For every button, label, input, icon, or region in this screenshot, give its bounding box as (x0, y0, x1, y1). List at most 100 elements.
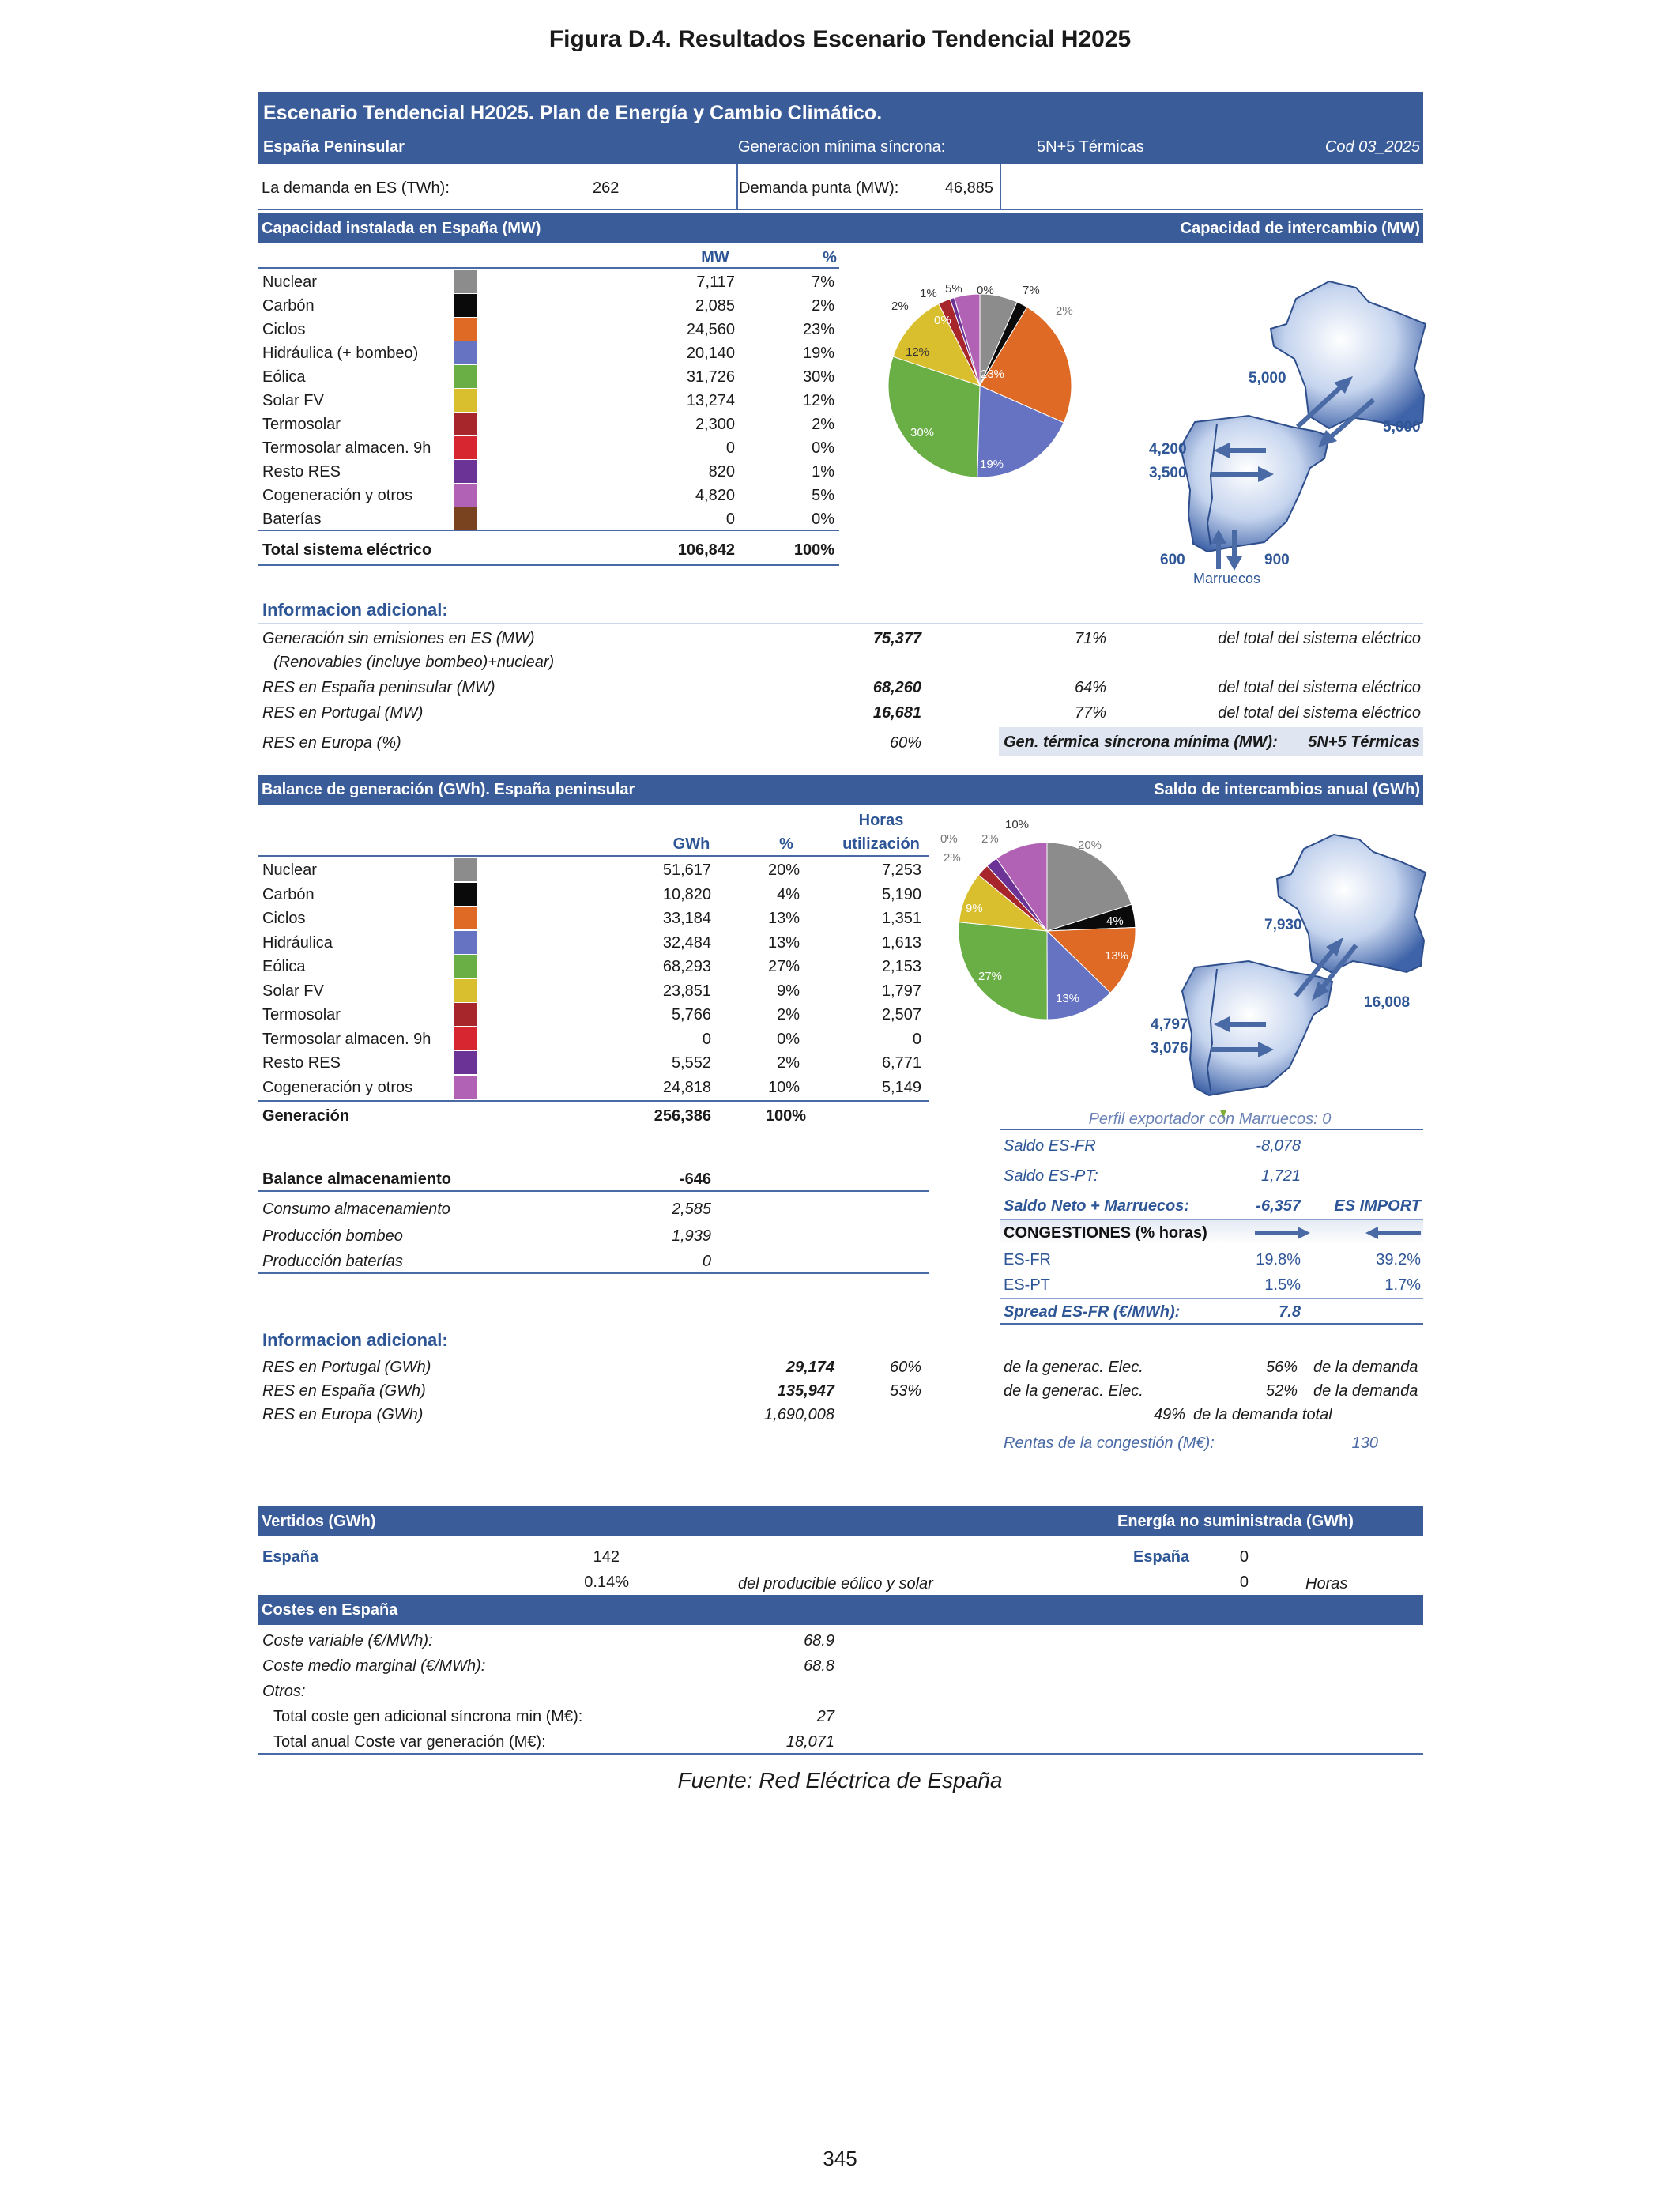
col-hours-2: utilización (842, 835, 920, 853)
generation-row-hours: 2,507 (881, 1006, 921, 1023)
generation-row-hours: 5,149 (881, 1079, 921, 1096)
generation-row-name: Carbón (262, 886, 315, 903)
capacity-row-pct: 19% (802, 345, 834, 362)
coste-value: 68.8 (804, 1657, 834, 1675)
cap-pie-label: 1% (920, 287, 937, 300)
info1-title: Informacion adicional: (262, 600, 448, 620)
generation-row-hours: 1,351 (881, 910, 921, 927)
capacity-row-mw: 20,140 (686, 345, 735, 362)
info2-pct2: 49% (1153, 1406, 1185, 1423)
capacity-total-label: Total sistema eléctrico (262, 541, 432, 559)
capacity-row-swatch (454, 460, 477, 483)
source-note: Fuente: Red Eléctrica de España (677, 1768, 1003, 1793)
storage-label: Balance almacenamiento (262, 1171, 451, 1188)
generation-row-pct: 27% (767, 958, 800, 975)
france-arrows (1295, 376, 1375, 447)
generation-total-label: Generación (262, 1107, 350, 1125)
info2-note1: de la generac. Elec. (1004, 1359, 1143, 1376)
info2-label: RES en Portugal (GWh) (262, 1359, 431, 1376)
spread-value: 7.8 (1279, 1303, 1301, 1321)
generation-row-name: Eólica (262, 958, 306, 975)
demand-label: La demanda en ES (TWh): (262, 179, 450, 197)
spread-label: Spread ES-FR (€/MWh): (1004, 1303, 1181, 1321)
capacity-pie-slice (953, 293, 981, 386)
gen-term-label: Gen. térmica síncrona mínima (MW): (1004, 733, 1278, 751)
info1-note: del total del sistema eléctrico (1218, 704, 1421, 722)
info1-pct: 64% (1074, 679, 1106, 696)
capacity-pie-labels: 7% 2% 23% 19% 30% 12% 2% 0% 1% 5% 0% (891, 282, 1073, 471)
costes-title: Costes en España (262, 1601, 398, 1619)
coste-label: Coste variable (€/MWh): (262, 1632, 433, 1649)
storage-row-label: Producción bombeo (262, 1227, 403, 1245)
capacity-row-name: Termosolar (262, 416, 341, 433)
generation-pie-slice (996, 842, 1048, 933)
gen-pie-label: 4% (1106, 914, 1124, 928)
info2-value: 135,947 (777, 1382, 834, 1400)
info1-value: 75,377 (872, 630, 921, 647)
info1-pct: 60% (889, 734, 921, 752)
generation-row-pct: 0% (777, 1031, 800, 1048)
gen-term-box: Gen. térmica síncrona mínima (MW): 5N+5 … (999, 727, 1423, 756)
info1-value: 16,681 (872, 704, 921, 722)
capacity-pie-slice (979, 306, 1072, 424)
rentas-label: Rentas de la congestión (M€): (1004, 1434, 1215, 1452)
col-gwh: GWh (672, 835, 710, 853)
generation-pie-chart: 20% 4% 13% 13% 27% 9% 2% 0% 2% 10% (940, 818, 1136, 1020)
storage-row-value: 0 (702, 1253, 711, 1270)
gen-pie-label: 2% (981, 832, 999, 846)
generation-row-gwh: 33,184 (662, 910, 711, 927)
saldo-neto-note: ES IMPORT (1334, 1197, 1421, 1215)
capacity-pie-slices (887, 293, 1072, 478)
cap-pie-label: 12% (906, 345, 929, 359)
france-shape (1269, 280, 1427, 430)
cap-pie-label: 30% (910, 426, 934, 439)
pt-capacity-bottom: 3,500 (1149, 465, 1187, 481)
generation-row-pct: 9% (777, 982, 800, 1000)
peak-label: Demanda punta (MW): (739, 179, 899, 197)
saldo-fr-label: Saldo ES-FR (1004, 1137, 1096, 1155)
capacity-row-name: Ciclos (262, 321, 306, 338)
generation-row-name: Solar FV (262, 982, 324, 1000)
cap-pie-label: 0% (977, 284, 994, 297)
saldo-neto-value: -6,357 (1256, 1197, 1301, 1215)
gen-pie-label: 20% (1078, 839, 1102, 852)
generation-row-gwh: 0 (702, 1031, 711, 1048)
info2-pct2: 52% (1265, 1382, 1298, 1400)
generation-row-name: Nuclear (262, 861, 317, 879)
france-arrows (1294, 937, 1358, 1001)
annual-exchange-map: 7,930 16,008 4,797 3,076 (1151, 833, 1427, 1119)
cap-pie-label: 7% (1023, 284, 1040, 297)
generation-row-swatch (454, 1003, 477, 1026)
info2-label: RES en Europa (GWh) (262, 1406, 424, 1423)
gen-pie-label: 13% (1056, 992, 1079, 1005)
capacity-header: Capacidad instalada en España (MW) Capac… (258, 213, 1423, 243)
capacity-pie-slice (892, 303, 981, 386)
gen-term-value: 5N+5 Térmicas (1308, 733, 1420, 751)
info2-title: Informacion adicional: (262, 1330, 448, 1350)
congestion-row-name: ES-PT (1004, 1276, 1050, 1294)
info1-note: del total del sistema eléctrico (1218, 630, 1421, 647)
capacity-exchange-map: 5,000 5,000 4,200 3,500 600 900 Marrueco… (1149, 280, 1427, 586)
capacity-row-name: Cogeneración y otros (262, 487, 413, 504)
coste-label: Coste medio marginal (€/MWh): (262, 1657, 486, 1675)
vertidos-es-label: España (262, 1548, 319, 1566)
scenario-header: Escenario Tendencial H2025. Plan de Ener… (258, 92, 1423, 164)
capacity-row-mw: 4,820 (695, 487, 735, 504)
pt-capacity-top: 4,200 (1149, 441, 1187, 458)
capacity-row-swatch (454, 507, 477, 530)
capacity-pie-chart: 7% 2% 23% 19% 30% 12% 2% 0% 1% 5% 0% (887, 282, 1073, 478)
cap-pie-label: 23% (981, 368, 1004, 381)
balance-header: Balance de generación (GWh). España peni… (258, 775, 1423, 805)
generation-row-pct: 20% (767, 861, 800, 879)
morocco-label: Marruecos (1193, 571, 1260, 586)
capacity-row-pct: 1% (812, 463, 834, 481)
info2-note2: de la demanda total (1193, 1406, 1332, 1423)
cap-pie-label: 19% (980, 458, 1004, 471)
congestion-label: CONGESTIONES (% horas) (1004, 1224, 1207, 1242)
saldo-fr-value: -8,078 (1256, 1137, 1301, 1155)
generation-row-gwh: 5,766 (671, 1006, 711, 1023)
fr-capacity-left: 5,000 (1249, 370, 1286, 386)
figure-title: Figura D.4. Resultados Escenario Tendenc… (548, 26, 1132, 52)
morocco-marker-icon (1220, 1110, 1226, 1119)
scenario-code: Cod 03_2025 (1324, 138, 1420, 156)
